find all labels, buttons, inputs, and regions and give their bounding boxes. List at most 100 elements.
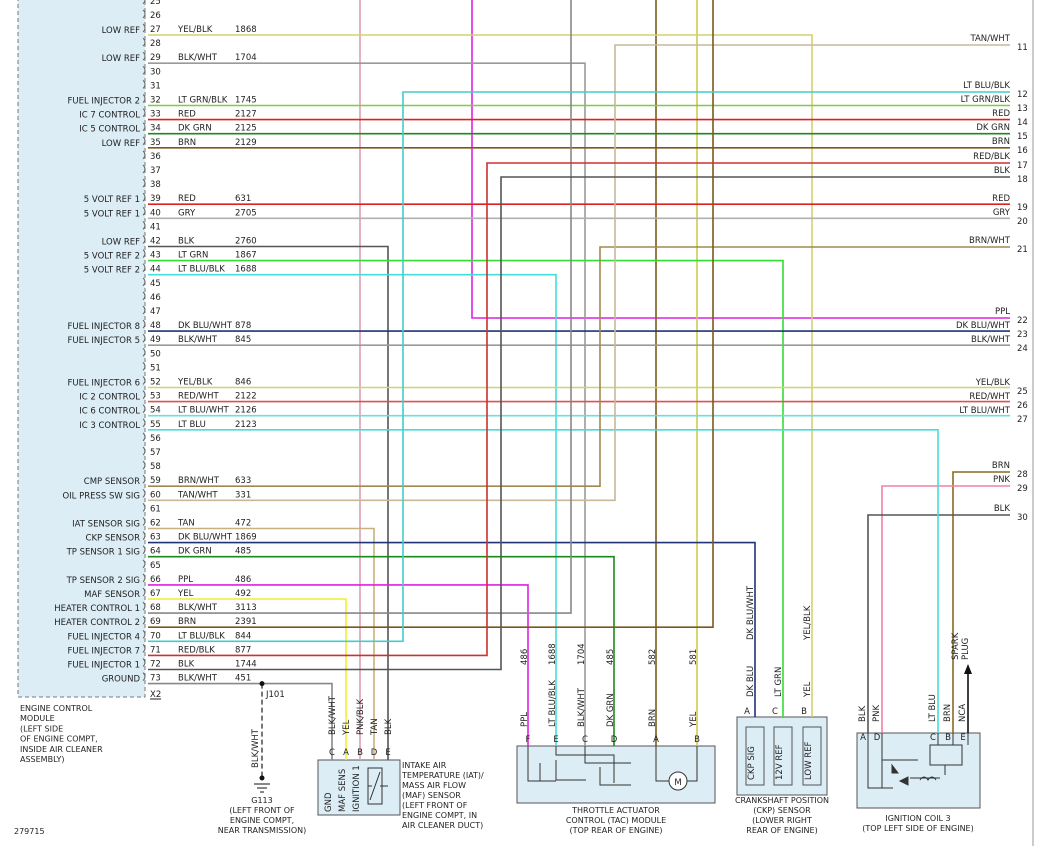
pin-number: 46 (150, 293, 161, 303)
pin-cavity (142, 587, 146, 597)
pin-letter: B (945, 733, 951, 743)
circuit-number: 2391 (235, 617, 257, 627)
wire (148, 0, 714, 629)
pin-cavity (142, 206, 146, 216)
wire-color: RED (992, 109, 1010, 119)
wire-color: LT BLU/WHT (959, 406, 1010, 416)
wire-color: LT BLU (928, 694, 938, 722)
motor-label: M (674, 778, 681, 788)
wire-color: NCA (958, 704, 968, 722)
pin-cavity (142, 460, 146, 470)
pin-cell (745, 726, 765, 786)
wire-color: BLK/WHT (577, 687, 587, 727)
circuit-number: 844 (235, 631, 251, 641)
pin-cavity (142, 474, 146, 484)
pin-function: GND (324, 792, 334, 812)
wire-color: BLK/WHT (971, 335, 1011, 345)
pin-letter: A (744, 707, 750, 717)
circuit-number: 582 (648, 649, 658, 665)
wire (148, 245, 389, 760)
pin-cavity (142, 150, 146, 160)
wire (148, 584, 529, 746)
pin-cavity (142, 601, 146, 611)
circuit-number: 1704 (577, 643, 587, 665)
pin-number: 25 (150, 0, 161, 7)
wire-number: 27 (1017, 415, 1028, 425)
pin-label: 5 VOLT REF 2 (84, 252, 140, 262)
wire-color: DK GRN (976, 123, 1010, 133)
circuit-number: 878 (235, 321, 251, 331)
ecm-caption: ENGINE CONTROL (20, 704, 93, 713)
wire (471, 0, 1010, 319)
circuit-number: 1744 (235, 660, 257, 670)
wire-number: 14 (1017, 118, 1028, 128)
ground-caption: (LEFT FRONT OF (229, 806, 295, 815)
circuit-number: 1867 (235, 251, 257, 261)
pin-cavity (142, 136, 146, 146)
wire-number: 28 (1017, 470, 1028, 480)
circuit-number: 472 (235, 519, 251, 529)
wire-number: 17 (1017, 161, 1028, 171)
wire-color: PPL (995, 307, 1010, 317)
wire-color: DK BLU/WHT (178, 533, 233, 543)
wire (148, 34, 813, 717)
pin-number: 52 (150, 378, 161, 388)
pin-letter: A (343, 748, 349, 758)
wire-color: BLK (178, 660, 195, 670)
pin-label: CKP SENSOR (86, 534, 141, 544)
pin-number: 31 (150, 81, 161, 91)
pin-number: 72 (150, 660, 161, 670)
pin-number: 47 (150, 307, 161, 317)
pin-cavity (142, 545, 146, 555)
wire-color: BLK/WHT (328, 695, 338, 735)
pin-number: 53 (150, 392, 161, 402)
sensor-caption: TEMPERATURE (IAT)/ (401, 771, 484, 780)
pin-cavity (142, 362, 146, 371)
wire (148, 0, 572, 614)
pin-cavity (142, 488, 146, 498)
wire (148, 555, 615, 746)
module-caption: THROTTLE ACTUATOR (571, 806, 660, 815)
circuit-number: 2122 (235, 392, 257, 402)
ecm-caption: MODULE (20, 714, 55, 723)
pin-number: 55 (150, 420, 161, 430)
wire-number: 22 (1017, 316, 1028, 326)
coil-box (856, 732, 981, 809)
pin-label: LOW REF (102, 238, 141, 248)
ecm-caption: (LEFT SIDE (20, 724, 63, 733)
wire-color: DK BLU/WHT (178, 321, 233, 331)
wire-color: GRY (993, 208, 1011, 218)
pin-letter: C (329, 748, 335, 758)
wire-color: LT BLU/BLK (178, 265, 225, 275)
wire-color: LT GRN (774, 667, 784, 697)
wire-color: BRN (178, 617, 196, 627)
pin-number: 45 (150, 279, 161, 289)
pin-letter: D (371, 748, 378, 758)
pin-number: 43 (150, 251, 161, 261)
wire (148, 682, 333, 760)
pin-label: IC 7 CONTROL (79, 111, 140, 121)
pin-label: CMP SENSOR (84, 477, 140, 487)
pin-number: 36 (150, 152, 161, 162)
pin-cavity (142, 531, 146, 540)
wire (148, 273, 557, 746)
sensor-caption: (MAF) SENSOR (402, 791, 461, 800)
wire-color: BLK/WHT (178, 335, 218, 345)
wire-color: PPL (178, 575, 193, 585)
pin-label: 5 VOLT REF 1 (84, 195, 140, 205)
circuit-number: 485 (235, 547, 251, 557)
coil-internal (867, 733, 969, 789)
thermistor (368, 771, 388, 801)
sensor-caption: (CKP) SENSOR (753, 806, 811, 815)
pin-letter: E (960, 733, 965, 743)
pin-number: 67 (150, 589, 161, 599)
pin-label: FUEL INJECTOR 5 (68, 336, 141, 346)
pin-number: 50 (150, 349, 161, 359)
pin-number: 59 (150, 476, 161, 486)
circuit-number: 331 (235, 490, 251, 500)
pin-number: 70 (150, 631, 161, 641)
pin-cavity (142, 94, 146, 103)
wire-number: 25 (1017, 387, 1028, 397)
pin-cavity (142, 376, 146, 385)
